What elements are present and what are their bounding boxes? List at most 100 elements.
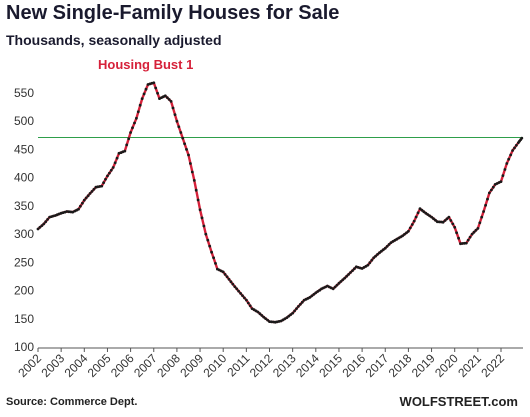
data-point	[104, 177, 107, 181]
data-point	[385, 244, 389, 248]
data-point	[416, 211, 420, 215]
data-point	[428, 214, 431, 218]
data-point	[468, 235, 472, 239]
data-point	[403, 232, 406, 236]
data-point	[125, 143, 129, 147]
data-point	[486, 197, 489, 201]
series-line	[37, 81, 523, 324]
data-point	[291, 311, 295, 315]
data-point	[408, 226, 412, 230]
y-tick-label: 300	[14, 227, 34, 241]
data-point	[142, 92, 146, 96]
data-point	[200, 216, 204, 220]
data-point	[515, 143, 518, 147]
data-point	[472, 230, 476, 234]
data-point	[295, 307, 298, 310]
x-tick-label: 2002	[15, 351, 44, 380]
x-tick-label: 2010	[201, 351, 230, 380]
data-point	[183, 142, 187, 146]
data-point	[316, 290, 320, 293]
x-tick-label: 2011	[224, 351, 252, 379]
x-tick-label: 2004	[62, 351, 91, 380]
data-point	[202, 224, 206, 228]
data-point	[300, 300, 304, 304]
data-point	[86, 194, 90, 198]
y-tick-label: 450	[14, 142, 34, 156]
chart-title: New Single-Family Houses for Sale	[6, 2, 340, 24]
data-point	[169, 100, 173, 103]
data-point	[443, 219, 447, 222]
data-point	[293, 309, 296, 313]
x-tick-label: 2008	[154, 351, 183, 380]
data-point	[372, 256, 376, 260]
data-point	[482, 210, 485, 213]
data-point	[299, 302, 302, 306]
data-point	[229, 280, 233, 284]
data-point	[108, 171, 111, 175]
data-point	[198, 208, 202, 212]
data-point	[241, 294, 244, 297]
data-point	[133, 121, 136, 125]
data-point	[374, 254, 377, 258]
x-tick-label: 2005	[85, 351, 114, 380]
data-point	[152, 81, 156, 85]
data-point	[387, 243, 391, 246]
data-point	[106, 174, 109, 178]
data-point	[233, 285, 237, 288]
x-tick-label: 2003	[38, 351, 67, 380]
data-point	[453, 225, 457, 229]
data-point	[289, 313, 293, 316]
data-point	[511, 149, 514, 152]
data-point	[154, 86, 158, 90]
data-point	[491, 185, 495, 189]
data-point	[179, 131, 183, 134]
data-point	[470, 232, 474, 236]
y-tick-label: 150	[14, 312, 34, 326]
data-point	[353, 267, 356, 271]
data-point	[127, 137, 131, 141]
data-point	[507, 157, 511, 161]
data-point	[464, 241, 468, 245]
data-point	[262, 315, 266, 319]
x-tick-label: 2021	[455, 351, 484, 380]
y-axis: 100 150 200 250 300 350 400 450 500 550	[14, 86, 34, 354]
data-point	[171, 106, 175, 110]
data-point	[401, 234, 404, 238]
x-tick-label: 2020	[432, 351, 461, 380]
data-point	[451, 222, 455, 226]
data-point	[181, 136, 185, 140]
data-point	[422, 210, 426, 214]
data-point	[189, 162, 192, 165]
data-point	[237, 289, 241, 293]
data-point	[113, 161, 117, 165]
data-point	[476, 227, 480, 230]
x-tick-label: 2022	[478, 351, 507, 380]
data-point	[38, 225, 42, 229]
data-point	[484, 203, 487, 207]
data-point	[231, 282, 235, 286]
watermark: WOLFSTREET.com	[399, 394, 518, 409]
data-point	[144, 87, 148, 91]
data-point	[430, 215, 433, 219]
data-point	[520, 136, 524, 140]
data-point	[115, 156, 119, 160]
data-point	[420, 208, 424, 212]
data-point	[499, 180, 503, 184]
data-point	[173, 113, 177, 116]
data-point	[140, 97, 144, 100]
x-axis: 2002200320042005200620072008200920102011…	[15, 347, 523, 380]
data-point	[407, 229, 410, 233]
data-point	[490, 188, 493, 192]
data-point	[42, 222, 46, 226]
data-point	[310, 294, 314, 298]
y-tick-label: 100	[14, 340, 34, 354]
data-point	[349, 271, 352, 274]
y-tick-label: 550	[14, 86, 34, 100]
data-series	[36, 81, 524, 324]
data-point	[138, 103, 142, 107]
x-tick-label: 2006	[108, 351, 137, 380]
data-point	[449, 219, 453, 222]
data-point	[287, 314, 291, 318]
data-point	[185, 148, 188, 151]
data-point	[77, 207, 80, 211]
